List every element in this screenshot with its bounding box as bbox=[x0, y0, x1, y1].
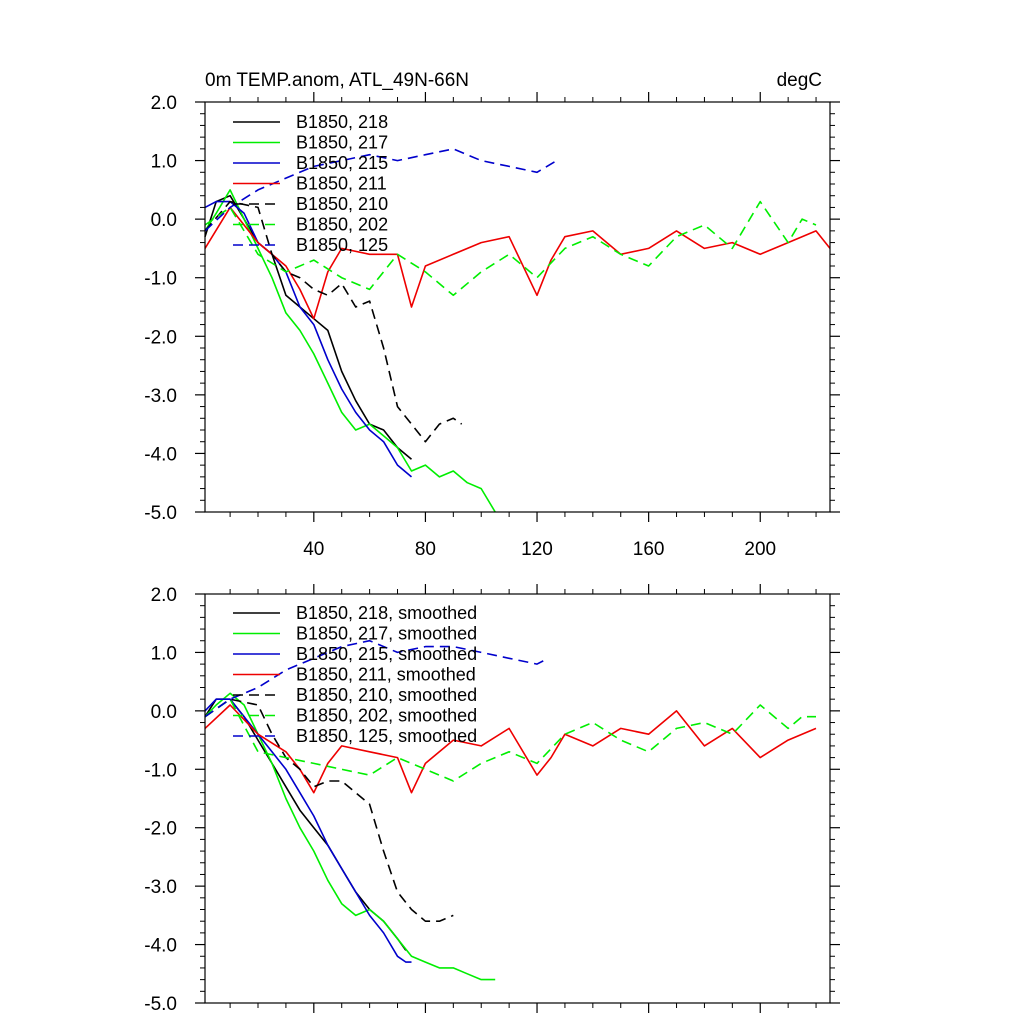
y-tick-label: -2.0 bbox=[144, 327, 177, 348]
x-tick-label: 40 bbox=[303, 539, 324, 560]
x-tick-label: 200 bbox=[744, 539, 776, 560]
series-line-7 bbox=[204, 148, 558, 232]
chart-units: degC bbox=[777, 70, 822, 91]
legend-label: B1850, 210, smoothed bbox=[296, 685, 477, 705]
series-line-6 bbox=[204, 200, 817, 297]
legend-label: B1850, 217 bbox=[296, 133, 388, 153]
legend-label: B1850, 215, smoothed bbox=[296, 644, 477, 664]
y-tick-label: 0.0 bbox=[151, 702, 177, 723]
series-line-2 bbox=[204, 692, 496, 981]
top-panel: 40 80 120 160 200 2.0 1.0 0.0 -1.0 -2.0 -3.0 -4.0 -5… bbox=[144, 92, 840, 560]
legend-label: B1850, 211 bbox=[296, 174, 387, 194]
bottom-panel: 2.0 1.0 0.0 -1.0 -2.0 -3.0 -4.0 -5.0 B1850, 218,… bbox=[144, 584, 840, 1015]
y-tick-label: -4.0 bbox=[144, 444, 177, 465]
series-line-3 bbox=[204, 200, 413, 478]
y-tick-label: -3.0 bbox=[144, 877, 177, 898]
legend-label: B1850, 125, smoothed bbox=[296, 726, 477, 746]
series-line-3 bbox=[204, 698, 412, 963]
series-line-5 bbox=[204, 698, 454, 923]
x-tick-label: 120 bbox=[521, 539, 553, 560]
plot-frame bbox=[204, 101, 831, 513]
legend-label: B1850, 218 bbox=[296, 112, 388, 132]
legend-label: B1850, 215 bbox=[296, 153, 388, 173]
x-tick-label: 160 bbox=[633, 539, 665, 560]
y-tick-label: 1.0 bbox=[151, 643, 177, 664]
legend-label: B1850, 202, smoothed bbox=[296, 706, 477, 726]
y-tick-label: 0.0 bbox=[151, 210, 177, 231]
y-tick-label: -2.0 bbox=[144, 819, 177, 840]
series-line-6 bbox=[204, 698, 816, 782]
y-tick-label: -3.0 bbox=[144, 386, 177, 407]
series-line-5 bbox=[204, 200, 463, 443]
legend-label: B1850, 218, smoothed bbox=[296, 603, 477, 623]
series-line-7 bbox=[204, 639, 549, 718]
series-line-4 bbox=[204, 704, 817, 794]
legend-label: B1850, 217, smoothed bbox=[296, 624, 477, 644]
legend-label: B1850, 211, smoothed bbox=[296, 665, 476, 685]
plot-frame bbox=[204, 593, 831, 1004]
y-tick-label: -1.0 bbox=[144, 760, 177, 781]
legend-label: B1850, 210 bbox=[296, 194, 388, 214]
y-tick-label: -5.0 bbox=[144, 994, 177, 1015]
y-tick-label: -5.0 bbox=[144, 503, 177, 524]
y-tick-label: 1.0 bbox=[151, 152, 177, 173]
y-tick-label: -1.0 bbox=[144, 269, 177, 290]
legend-label: B1850, 125 bbox=[296, 235, 388, 255]
series-line-4 bbox=[204, 206, 831, 320]
y-tick-label: -4.0 bbox=[144, 936, 177, 957]
legend-label: B1850, 202 bbox=[296, 215, 388, 235]
x-tick-label: 80 bbox=[415, 539, 436, 560]
chart-title: 0m TEMP.anom, ATL_49N-66N bbox=[205, 70, 469, 91]
y-tick-label: 2.0 bbox=[151, 93, 177, 114]
y-tick-label: 2.0 bbox=[151, 585, 177, 606]
